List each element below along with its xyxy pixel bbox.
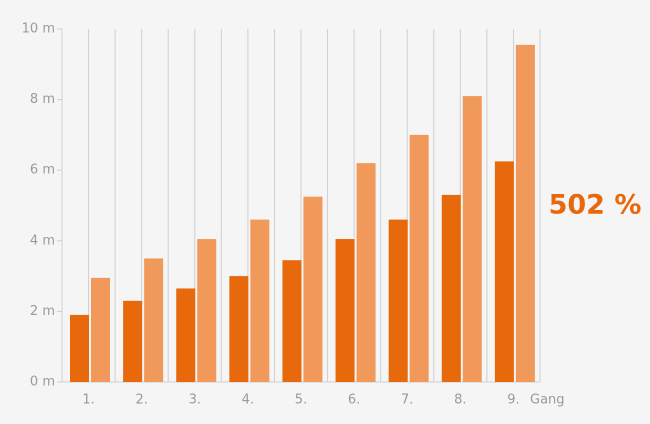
x-tick-label: 9. xyxy=(507,393,519,408)
y-tick-label: 10 m xyxy=(22,22,55,37)
y-tick-label: 8 m xyxy=(30,92,55,107)
bar xyxy=(123,300,143,382)
x-tick-label: 5. xyxy=(295,393,307,408)
x-tick-label: 6. xyxy=(348,393,360,408)
x-tick-label: 7. xyxy=(401,393,413,408)
bar xyxy=(335,239,355,382)
y-tick-label: 2 m xyxy=(30,304,55,319)
y-tick-label: 0 m xyxy=(30,375,55,390)
y-tick-label: 4 m xyxy=(30,233,55,248)
bar xyxy=(144,258,164,382)
bar xyxy=(282,260,302,382)
bar xyxy=(441,194,461,382)
x-tick-label: 8. xyxy=(454,393,466,408)
bar xyxy=(462,96,482,382)
bar xyxy=(494,161,514,382)
x-axis-label: Gang xyxy=(530,393,565,408)
annotation: 502 % xyxy=(549,190,642,221)
x-tick-label: 2. xyxy=(135,393,147,408)
bar xyxy=(229,276,249,382)
bar xyxy=(356,163,376,382)
bar xyxy=(388,219,408,382)
x-tick-label: 3. xyxy=(189,393,201,408)
x-tick-label: 4. xyxy=(242,393,254,408)
bar xyxy=(197,239,217,382)
bar xyxy=(250,219,270,382)
bar xyxy=(303,196,323,382)
bar xyxy=(70,314,89,382)
y-tick-label: 6 m xyxy=(30,163,55,178)
x-tick-label: 1. xyxy=(82,393,94,408)
bar xyxy=(176,288,196,382)
bar xyxy=(91,277,110,382)
bar xyxy=(515,44,535,382)
bar xyxy=(409,134,429,382)
